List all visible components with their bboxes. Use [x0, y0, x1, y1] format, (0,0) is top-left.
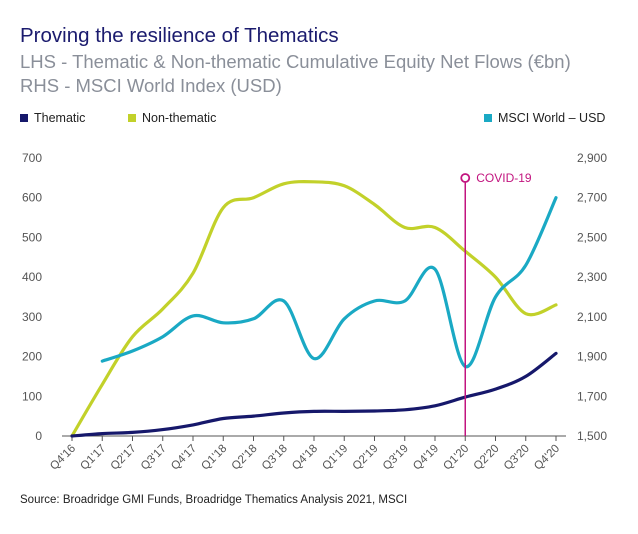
y-left-tick-label: 600	[22, 191, 42, 205]
x-tick-label: Q1'17	[78, 443, 108, 473]
y-right-tick-label: 2,700	[577, 191, 607, 205]
x-tick-label: Q4'17	[169, 443, 199, 473]
legend-item-thematic: Thematic	[20, 111, 85, 125]
x-tick-label: Q2'20	[472, 443, 502, 473]
y-right-tick-label: 1,700	[577, 389, 607, 403]
y-right-tick-label: 2,100	[577, 310, 607, 324]
legend-swatch-non-thematic	[128, 114, 136, 122]
covid-annotation-label: COVID-19	[476, 171, 532, 185]
x-tick-label: Q1'19	[320, 443, 350, 473]
y-right-tick-label: 1,900	[577, 350, 607, 364]
chart-subtitle-rhs: RHS - MSCI World Index (USD)	[20, 75, 282, 96]
y-left-tick-label: 500	[22, 230, 42, 244]
series-line-msci	[100, 196, 558, 369]
x-tick-label: Q1'20	[441, 443, 471, 473]
x-tick-label: Q4'20	[532, 443, 562, 473]
x-tick-label: Q2'18	[230, 443, 260, 473]
legend-item-msci: MSCI World – USD	[484, 111, 605, 125]
x-tick-label: Q2'19	[351, 443, 381, 473]
covid-marker-dot	[460, 173, 471, 183]
legend-label-msci: MSCI World – USD	[498, 111, 606, 125]
x-tick-label: Q4'18	[290, 443, 320, 473]
chart-subtitle-lhs: LHS - Thematic & Non-thematic Cumulative…	[20, 51, 571, 72]
y-left-tick-label: 300	[22, 310, 42, 324]
y-right-tick-label: 2,900	[577, 151, 607, 165]
x-tick-label: Q3'18	[260, 443, 290, 473]
legend-swatch-msci	[484, 114, 492, 122]
y-left-tick-label: 700	[22, 151, 42, 165]
legend-label-thematic: Thematic	[34, 111, 86, 125]
x-tick-label: Q1'18	[199, 443, 229, 473]
y-right-tick-label: 2,300	[577, 270, 607, 284]
legend-label-non-thematic: Non-thematic	[142, 111, 217, 125]
y-right-tick-label: 1,500	[577, 429, 607, 443]
x-tick-label: Q4'19	[411, 443, 441, 473]
y-left-tick-label: 200	[22, 350, 42, 364]
y-left-tick-label: 400	[22, 270, 42, 284]
legend-item-non-thematic: Non-thematic	[128, 111, 216, 125]
y-left-tick-label: 100	[22, 389, 42, 403]
chart-title: Proving the resilience of Thematics	[20, 24, 339, 47]
y-right-tick-label: 2,500	[577, 230, 607, 244]
source-note: Source: Broadridge GMI Funds, Broadridge…	[20, 494, 408, 506]
x-tick-label: Q3'17	[139, 443, 169, 473]
y-left-tick-label: 0	[35, 429, 42, 443]
x-tick-label: Q3'19	[381, 443, 411, 473]
series-line-thematic	[70, 351, 558, 438]
series-line-non-thematic	[70, 180, 558, 438]
x-tick-label: Q4'16	[48, 443, 78, 473]
x-tick-label: Q2'17	[109, 443, 139, 473]
x-tick-label: Q3'20	[502, 443, 532, 473]
legend-swatch-thematic	[20, 114, 28, 122]
